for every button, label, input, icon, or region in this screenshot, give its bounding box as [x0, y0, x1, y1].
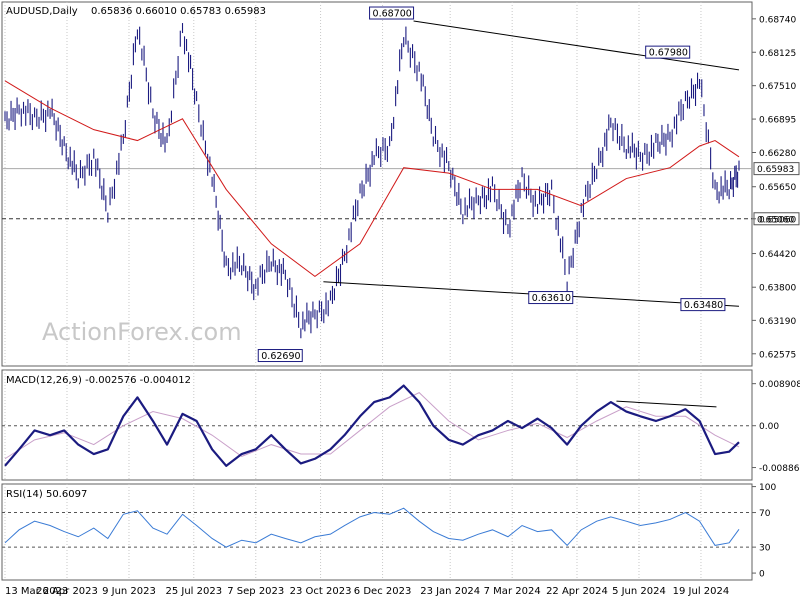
rsi-y-tick-label: 0	[759, 570, 765, 580]
price-panel-frame	[1, 1, 753, 367]
x-tick-label: 19 Jul 2024	[673, 586, 730, 597]
macd-trendline	[616, 400, 717, 408]
price-y-tick-label: 0.66895	[759, 116, 796, 126]
x-tick-label: 7 Sep 2023	[227, 586, 284, 597]
price-header-symbol: AUDUSD,Daily	[6, 6, 78, 17]
price-annotation-label: 0.63480	[684, 300, 723, 311]
price-annotation-box	[257, 349, 303, 363]
ma-line	[4, 80, 740, 277]
x-tick-label: 5 Jun 2024	[612, 586, 666, 597]
price-y-tick-label: 0.63190	[759, 317, 796, 327]
price-y-tick-label: 0.65650	[759, 183, 796, 193]
current-price-tag	[753, 162, 800, 176]
price-annotation-box	[680, 298, 726, 312]
price-annotation-box	[528, 291, 574, 305]
rsi-y-tick-label: 100	[759, 483, 776, 493]
rsi-y-tick-label: 70	[759, 509, 771, 519]
price-annotation-box	[369, 6, 415, 20]
price-annotation-label: 0.68700	[373, 9, 412, 20]
macd-y-tick-label: 0.00	[759, 422, 779, 432]
rsi-y-tick-label: 30	[759, 544, 771, 554]
price-y-tick-label: 0.68125	[759, 49, 796, 59]
macd-line	[4, 384, 740, 467]
price-y-tick-label: 0.65060	[759, 215, 796, 225]
macd-y-tick-label: 0.008908	[759, 380, 800, 390]
rsi-panel-frame	[1, 483, 753, 581]
x-tick-label: 23 Oct 2023	[290, 586, 352, 597]
price-annotation-label: 0.63610	[532, 293, 571, 304]
x-tick-label: 23 Jan 2024	[420, 586, 480, 597]
watermark: ActionForex.com	[42, 318, 242, 346]
price-y-tick-label: 0.62575	[759, 350, 796, 360]
price-y-tick-label: 0.66280	[759, 149, 796, 159]
price-y-tick-label: 0.63800	[759, 284, 796, 294]
price-y-tick-label: 0.64420	[759, 250, 796, 260]
price-y-tick-label: 0.67510	[759, 82, 796, 92]
price-annotation-label: 0.62690	[261, 351, 300, 362]
rsi-header: RSI(14) 50.6097	[6, 489, 87, 500]
x-tick-label: 7 Mar 2024	[484, 586, 541, 597]
macd-y-tick-label: -0.008862	[759, 464, 800, 474]
reference-level-label: 0.65060	[757, 215, 794, 225]
price-y-tick-label: 0.68740	[759, 15, 796, 25]
macd-panel-frame	[1, 369, 753, 481]
macd-header: MACD(12,26,9) -0.002576 -0.004012	[6, 375, 191, 386]
x-tick-label: 9 Jun 2023	[102, 586, 156, 597]
x-tick-label: 22 Apr 2024	[546, 586, 608, 597]
x-tick-label: 25 Jul 2023	[165, 586, 222, 597]
x-tick-label: 6 Dec 2023	[354, 586, 412, 597]
price-annotation-label: 0.67980	[649, 48, 688, 59]
rsi-line	[4, 507, 740, 548]
current-price-label: 0.65983	[757, 165, 794, 175]
x-tick-label: 26 Apr 2023	[36, 586, 98, 597]
x-tick-label: 13 Mar 2023	[5, 586, 68, 597]
price-trendline	[413, 20, 740, 71]
price-annotation-box	[645, 45, 691, 59]
price-header-ohlc: 0.65836 0.66010 0.65783 0.65983	[91, 6, 266, 17]
